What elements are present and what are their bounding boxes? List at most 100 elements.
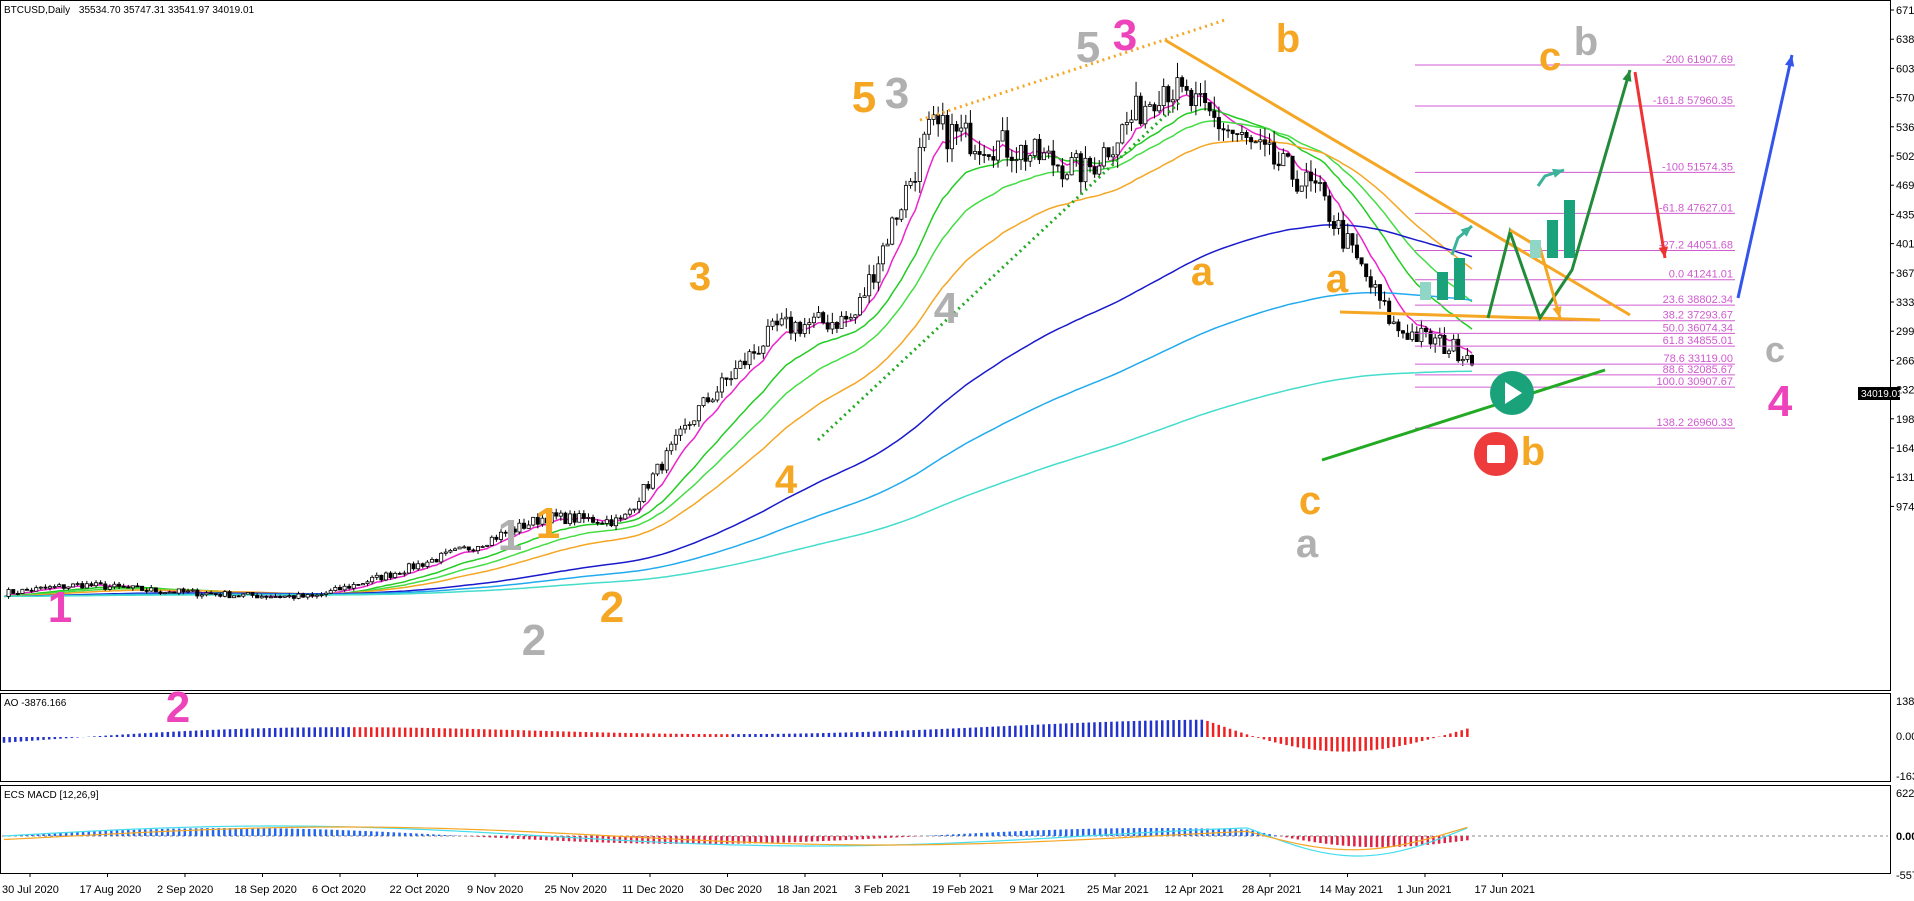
- candle-body: [765, 325, 770, 347]
- fib-label: 23.6 38802.34: [1663, 294, 1733, 306]
- candle-body: [1423, 327, 1428, 333]
- candle-body: [729, 378, 734, 381]
- time-tick-label: 17 Jun 2021: [1475, 884, 1536, 896]
- candle-body: [756, 352, 761, 355]
- candle-body: [163, 592, 168, 595]
- candle-body: [241, 593, 246, 597]
- candle-body: [1327, 195, 1332, 222]
- candle-body: [1157, 105, 1162, 112]
- candle-body: [1193, 93, 1198, 106]
- candle-body: [595, 521, 600, 524]
- candle-body: [719, 377, 724, 393]
- price-tick-label: 50272.80: [1896, 151, 1914, 163]
- price-tick-label: 40159.20: [1896, 239, 1914, 251]
- candle-body: [452, 548, 457, 551]
- price-tick-label: 60386.40: [1896, 63, 1914, 75]
- candle-body: [1359, 257, 1364, 265]
- candle-body: [15, 593, 20, 595]
- symbol-label: BTCUSD,Daily: [4, 5, 70, 16]
- candle-body: [1377, 284, 1382, 301]
- macd-tick-label: 0.00: [1896, 831, 1914, 843]
- candle-body: [89, 583, 94, 587]
- candle-body: [1239, 132, 1244, 135]
- candle-body: [149, 587, 154, 592]
- candle-body: [1460, 359, 1465, 362]
- candle-body: [986, 154, 991, 157]
- time-tick-label: 30 Dec 2020: [700, 884, 762, 896]
- candle-body: [802, 324, 807, 334]
- candle-body: [310, 594, 315, 597]
- time-tick-label: 2 Sep 2020: [157, 884, 213, 896]
- wave-label: a: [1296, 522, 1319, 566]
- candle-body: [1124, 122, 1129, 126]
- candle-body: [586, 516, 591, 519]
- candle-body: [347, 585, 352, 589]
- candle-body: [1433, 337, 1438, 345]
- fib-label: -61.8 47627.01: [1659, 202, 1733, 214]
- candle-body: [43, 586, 48, 589]
- candle-body: [84, 583, 89, 589]
- candle-body: [222, 591, 227, 597]
- ao-tick-label: -16359.960: [1896, 771, 1914, 783]
- ema-line: [4, 370, 1472, 598]
- candle-body: [1083, 157, 1088, 183]
- candle-body: [963, 122, 968, 129]
- projection-arrow-up: [1486, 69, 1632, 322]
- candle-body: [1322, 182, 1327, 197]
- candle-body: [218, 594, 223, 597]
- candle-body: [434, 558, 439, 563]
- time-tick-label: 28 Apr 2021: [1242, 884, 1301, 896]
- fib-label: -27.2 44051.68: [1659, 240, 1733, 252]
- wave-label: 5: [1076, 23, 1100, 72]
- candle-body: [650, 473, 655, 489]
- macd-tick-label: -5575.541: [1896, 870, 1914, 882]
- candle-body: [568, 513, 573, 525]
- wave-label: 3: [689, 255, 711, 299]
- price-tick-label: 36788.00: [1896, 268, 1914, 280]
- candle-body: [287, 595, 292, 598]
- play-icon[interactable]: [1490, 371, 1534, 415]
- price-tick-label: 13120.80: [1896, 472, 1914, 484]
- candle-body: [1304, 171, 1309, 187]
- candle-body: [862, 295, 867, 298]
- candle-body: [1042, 152, 1047, 161]
- candle-body: [199, 594, 204, 597]
- candle-body: [761, 345, 766, 354]
- candle-body: [1060, 165, 1065, 180]
- candle-body: [112, 583, 117, 588]
- candle-body: [324, 592, 329, 595]
- candle-body: [342, 585, 347, 591]
- candle-body: [940, 114, 945, 125]
- candle-body: [1391, 321, 1396, 324]
- candle-body: [1078, 153, 1083, 183]
- candle-body: [1437, 334, 1442, 339]
- candle-body: [213, 593, 218, 596]
- trend-drawings: [816, 18, 1795, 462]
- candle-body: [1065, 174, 1070, 180]
- candle-body: [669, 443, 674, 452]
- candle-body: [558, 512, 563, 517]
- candle-body: [301, 593, 306, 598]
- price-tick-label: 33348.00: [1896, 297, 1914, 309]
- candle-body: [618, 517, 623, 520]
- candle-body: [1226, 129, 1231, 132]
- candle-body: [94, 582, 99, 587]
- candle-body: [1129, 119, 1134, 123]
- candle-body: [1308, 171, 1313, 182]
- candle-body: [34, 587, 39, 592]
- candle-body: [908, 180, 913, 186]
- candle-body: [1253, 141, 1258, 144]
- wave-label: c: [1765, 329, 1785, 370]
- candle-body: [1262, 139, 1267, 145]
- candle-body: [365, 581, 370, 585]
- candle-body: [1101, 147, 1106, 167]
- candle-body: [1272, 142, 1277, 165]
- candle-body: [52, 586, 57, 588]
- price-tick-label: 16492.00: [1896, 443, 1914, 455]
- stop-icon[interactable]: [1474, 432, 1518, 476]
- wave-label: 5: [852, 73, 876, 122]
- fib-label: 61.8 34855.01: [1663, 335, 1733, 347]
- candle-body: [1203, 92, 1208, 103]
- wave-label: 1: [498, 511, 522, 560]
